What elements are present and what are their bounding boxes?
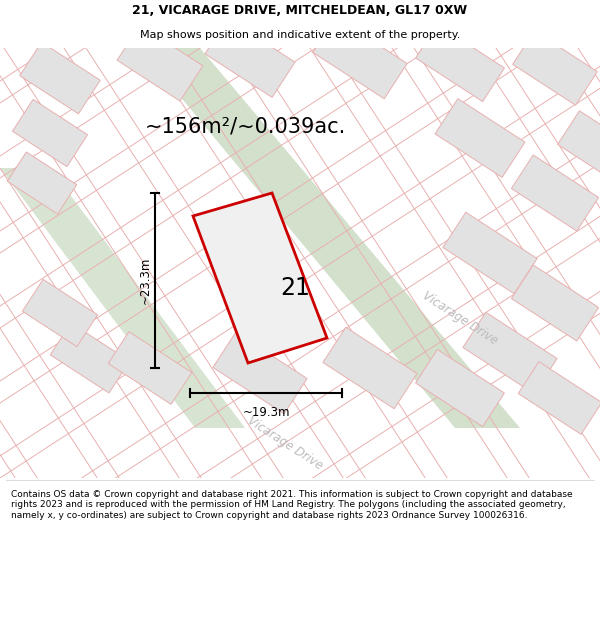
Text: Map shows position and indicative extent of the property.: Map shows position and indicative extent… [140,29,460,39]
Text: Vicarage Drive: Vicarage Drive [245,414,325,472]
Text: 21, VICARAGE DRIVE, MITCHELDEAN, GL17 0XW: 21, VICARAGE DRIVE, MITCHELDEAN, GL17 0X… [133,4,467,17]
Polygon shape [323,328,417,409]
Text: ~23.3m: ~23.3m [139,257,151,304]
Polygon shape [463,312,557,394]
Polygon shape [20,42,100,114]
Polygon shape [416,24,505,101]
Polygon shape [512,31,598,105]
Polygon shape [7,152,77,214]
Text: ~19.3m: ~19.3m [242,406,290,419]
Polygon shape [518,362,600,434]
Polygon shape [117,25,203,101]
Polygon shape [313,18,407,99]
Text: Vicarage Drive: Vicarage Drive [420,289,500,347]
Polygon shape [213,332,307,414]
Polygon shape [435,99,525,178]
Polygon shape [557,111,600,185]
Polygon shape [443,213,537,294]
Polygon shape [140,48,520,428]
Text: ~156m²/~0.039ac.: ~156m²/~0.039ac. [145,116,346,136]
Polygon shape [0,168,245,428]
Polygon shape [193,193,327,363]
Text: Contains OS data © Crown copyright and database right 2021. This information is : Contains OS data © Crown copyright and d… [11,490,572,519]
Polygon shape [416,349,505,426]
Polygon shape [50,323,130,393]
Polygon shape [22,279,98,347]
Polygon shape [13,99,88,167]
Polygon shape [205,19,295,98]
Text: 21: 21 [280,276,310,300]
Polygon shape [511,155,599,231]
Polygon shape [511,265,599,341]
Polygon shape [108,332,192,404]
